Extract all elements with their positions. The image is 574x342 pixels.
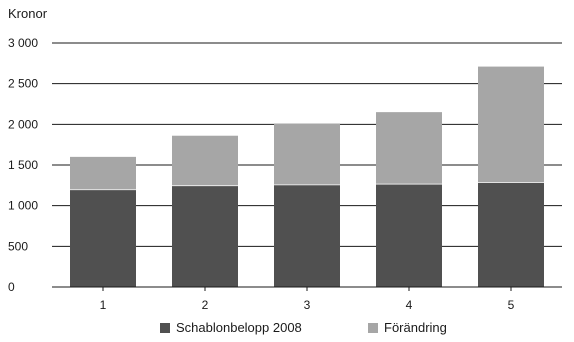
bar-forandring-4 — [376, 112, 442, 184]
y-tick-label-1: 500 — [8, 239, 28, 253]
bar-schablonbelopp-2 — [172, 185, 238, 287]
legend-label-schablonbelopp: Schablonbelopp 2008 — [176, 320, 302, 335]
legend-label-forandring: Förändring — [384, 320, 447, 335]
bar-schablonbelopp-5 — [478, 182, 544, 287]
y-tick-label-0: 0 — [8, 280, 15, 294]
y-tick-label-3: 1 500 — [8, 158, 38, 172]
x-tick-label-4: 4 — [406, 298, 413, 312]
bar-schablonbelopp-3 — [274, 184, 340, 287]
bar-schablonbelopp-1 — [70, 189, 136, 287]
y-tick-label-2: 1 000 — [8, 199, 38, 213]
bar-forandring-2 — [172, 135, 238, 186]
bar-forandring-5 — [478, 66, 544, 183]
legend-item-schablonbelopp: Schablonbelopp 2008 — [160, 320, 302, 335]
bar-forandring-1 — [70, 156, 136, 190]
y-axis-unit-label: Kronor — [8, 6, 48, 21]
legend-item-forandring: Förändring — [368, 320, 447, 335]
x-tick-label-1: 1 — [100, 298, 107, 312]
y-tick-label-5: 2 500 — [8, 77, 38, 91]
x-tick-label-5: 5 — [508, 298, 515, 312]
x-tick-label-2: 2 — [202, 298, 209, 312]
bar-schablonbelopp-4 — [376, 183, 442, 287]
bar-forandring-3 — [274, 123, 340, 185]
legend: Schablonbelopp 2008 Förändring — [0, 320, 574, 338]
legend-swatch-forandring — [368, 322, 378, 333]
legend-swatch-schablonbelopp — [160, 322, 170, 333]
y-tick-label-6: 3 000 — [8, 36, 38, 50]
x-tick-label-3: 3 — [304, 298, 311, 312]
y-tick-label-4: 2 000 — [8, 117, 38, 131]
